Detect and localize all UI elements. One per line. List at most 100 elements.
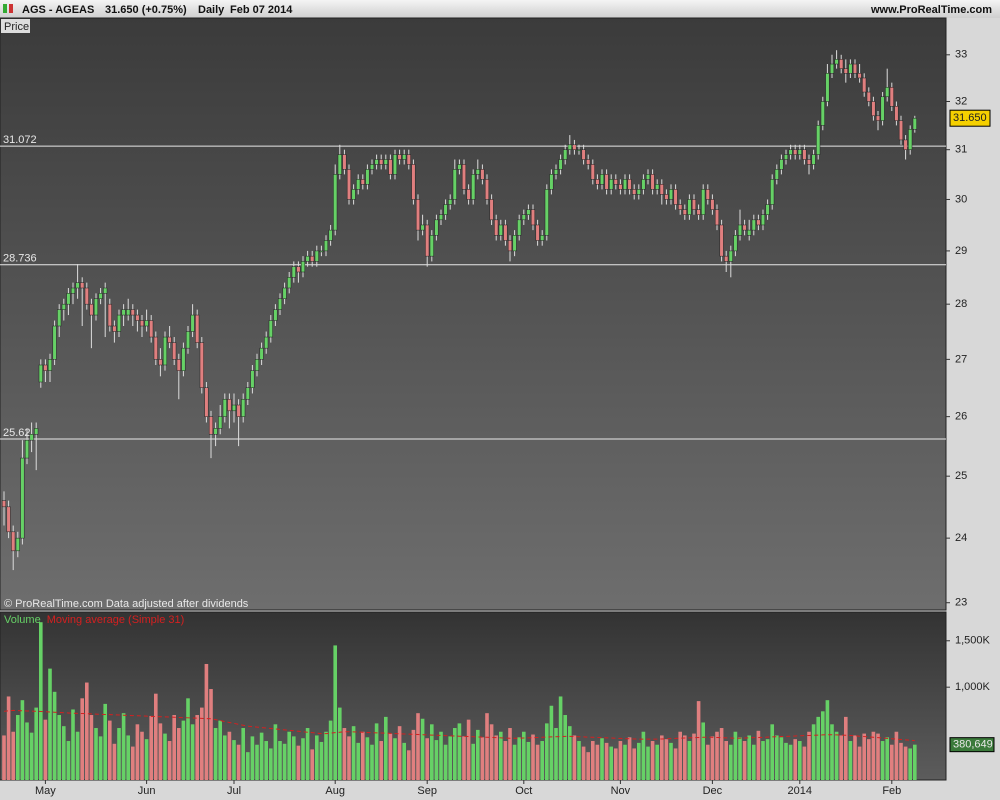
volume-bar — [204, 663, 209, 780]
candle-body — [383, 159, 388, 165]
volume-bar — [190, 724, 195, 780]
candle-body — [328, 229, 333, 241]
candle-body — [98, 293, 103, 300]
candle-body — [365, 169, 370, 185]
y-tick-label: 1,500K — [955, 635, 991, 647]
candle-body — [885, 87, 890, 98]
candle-body — [622, 179, 628, 190]
candle-body — [89, 303, 94, 316]
volume-bar — [181, 720, 186, 780]
candle-body — [572, 144, 577, 150]
candle-body — [678, 204, 683, 210]
volume-bar — [98, 736, 103, 780]
candle-body — [158, 359, 163, 366]
candle-body — [484, 179, 490, 200]
candle-body — [397, 154, 402, 160]
candle-body — [503, 224, 508, 241]
volume-bar — [664, 739, 669, 780]
volume-bar — [765, 739, 770, 780]
volume-bar — [264, 741, 268, 780]
candle-body — [61, 303, 66, 310]
candle-body — [443, 204, 448, 215]
note: © ProRealTime.com Data adjusted after di… — [4, 598, 249, 610]
candle-body — [429, 235, 434, 257]
volume-bar — [186, 698, 190, 780]
y-tick-label: 1,000K — [955, 681, 991, 693]
volume-bar — [200, 707, 204, 780]
volume-bar — [825, 700, 830, 780]
candle-body — [894, 106, 899, 121]
volume-bar — [333, 645, 337, 780]
volume-bar — [784, 742, 788, 780]
volume-bar — [609, 746, 613, 780]
candle-body — [862, 77, 867, 93]
volume-bar — [430, 724, 434, 780]
volume-bar — [177, 728, 181, 780]
site[interactable]: www.ProRealTime.com — [870, 4, 992, 16]
candle-body — [599, 174, 605, 185]
volume-bar — [16, 715, 20, 780]
volume-bar — [733, 731, 738, 780]
volume-bar — [535, 744, 540, 780]
volume-bar — [292, 736, 296, 780]
candle-body — [415, 199, 421, 231]
volume-bar — [379, 741, 383, 780]
volume-bar — [457, 723, 462, 780]
candle-body — [788, 149, 793, 155]
candle-body — [521, 214, 526, 221]
volume-bar — [278, 741, 282, 780]
last-volume-label: 380,649 — [953, 739, 993, 751]
candle-body — [268, 320, 273, 338]
candle-body — [204, 387, 209, 417]
volume-bar — [512, 744, 517, 780]
candle-body — [880, 96, 885, 121]
volume-bar — [25, 722, 29, 780]
candle-body — [903, 139, 908, 150]
candle-body — [411, 164, 416, 200]
candle-body — [162, 336, 168, 366]
volume-bar — [627, 737, 632, 780]
volume-bar — [678, 731, 682, 780]
candle-body — [1, 500, 7, 508]
candle-body — [489, 199, 494, 221]
volume-bar — [853, 735, 857, 780]
candle-body — [222, 398, 227, 417]
candle-body — [475, 169, 480, 175]
candle-body — [673, 189, 678, 205]
volume-bar — [126, 735, 130, 780]
candle-body — [406, 154, 411, 165]
icon — [9, 4, 13, 13]
candle-body — [659, 184, 664, 195]
candle-body — [181, 347, 186, 371]
volume-bar — [287, 731, 291, 780]
candle-body — [705, 189, 710, 200]
candle-body — [333, 174, 338, 231]
volume-bar — [269, 748, 273, 780]
volume-bar — [692, 733, 696, 780]
candle-body — [650, 174, 655, 190]
candle-body — [369, 164, 375, 170]
candle-body — [530, 209, 536, 226]
candle-body — [402, 154, 407, 160]
volume-bar — [351, 726, 356, 780]
candle-body — [319, 250, 324, 253]
volume-bar — [793, 739, 797, 780]
candle-body — [310, 255, 315, 262]
volume-bar — [324, 731, 328, 780]
candle-body — [342, 154, 347, 170]
candle-body — [231, 404, 237, 412]
candle-body — [719, 224, 724, 257]
volume-bar — [80, 698, 84, 780]
candle-body — [144, 320, 149, 327]
candle-body — [774, 169, 779, 180]
candle-body — [604, 174, 609, 190]
header-bar — [0, 0, 1000, 18]
level-label: 25.62 — [3, 427, 31, 439]
candle-body — [52, 325, 57, 360]
volume-bar — [885, 737, 889, 780]
volume-bar — [246, 752, 250, 780]
y-tick-label: 28 — [955, 298, 967, 310]
volume-bar — [577, 741, 581, 780]
candle-body — [135, 314, 140, 321]
volume-bar — [646, 746, 650, 780]
